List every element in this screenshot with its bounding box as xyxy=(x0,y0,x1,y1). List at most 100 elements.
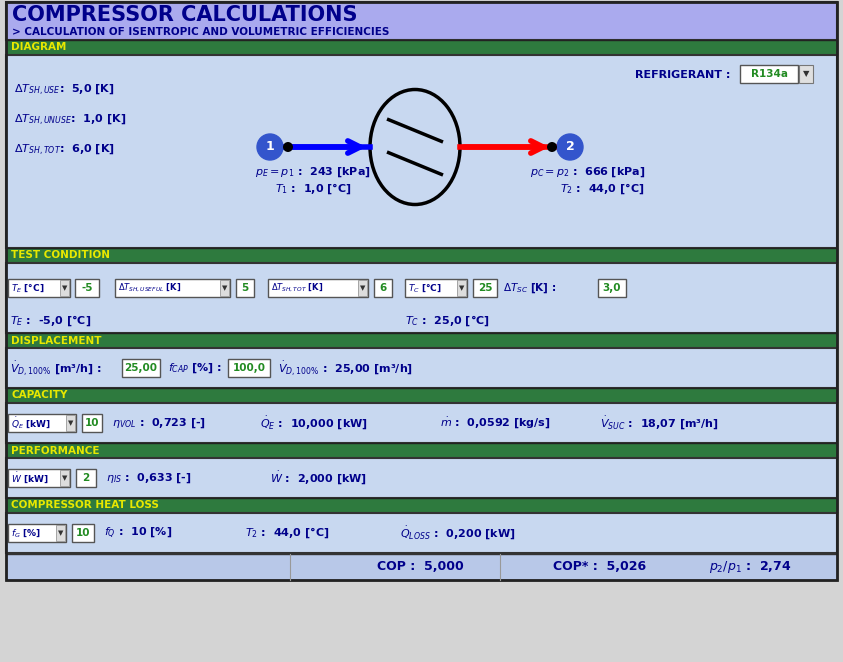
Text: $T_E$ :  -5,0 [°C]: $T_E$ : -5,0 [°C] xyxy=(10,314,91,328)
Bar xyxy=(6,443,837,458)
Bar xyxy=(799,65,813,83)
Text: COP :  5,000: COP : 5,000 xyxy=(377,561,464,573)
Bar xyxy=(115,279,230,297)
Text: 25,00: 25,00 xyxy=(125,363,158,373)
Text: ▼: ▼ xyxy=(360,285,366,291)
Bar xyxy=(6,2,837,40)
Text: $\dot{Q}_{LOSS}$ :  0,200 [kW]: $\dot{Q}_{LOSS}$ : 0,200 [kW] xyxy=(400,524,516,542)
Bar xyxy=(76,469,96,487)
Bar xyxy=(405,279,467,297)
Text: R134a: R134a xyxy=(750,69,787,79)
Text: TEST CONDITION: TEST CONDITION xyxy=(11,250,110,261)
Bar xyxy=(66,415,75,431)
Bar xyxy=(740,65,798,83)
Bar xyxy=(236,279,254,297)
Text: 3,0: 3,0 xyxy=(603,283,621,293)
Text: 25: 25 xyxy=(478,283,492,293)
Text: 10: 10 xyxy=(85,418,99,428)
Text: 1: 1 xyxy=(266,140,274,154)
Circle shape xyxy=(557,134,583,160)
Bar xyxy=(473,279,497,297)
Bar xyxy=(6,458,837,498)
Bar xyxy=(6,513,837,553)
Text: $\Delta T_{SH,USE}$:  5,0 [K]: $\Delta T_{SH,USE}$: 5,0 [K] xyxy=(14,83,115,97)
Text: $T_C$ :  25,0 [°C]: $T_C$ : 25,0 [°C] xyxy=(405,314,490,328)
Text: $\dot{W}$ :  2,000 [kW]: $\dot{W}$ : 2,000 [kW] xyxy=(270,469,367,487)
Text: $\Delta T_{SH,TOT}$:  6,0 [K]: $\Delta T_{SH,TOT}$: 6,0 [K] xyxy=(14,143,115,158)
Text: $f_G$ [%]: $f_G$ [%] xyxy=(11,527,41,539)
Bar xyxy=(598,279,626,297)
Text: $\dot{V}_{D,100\%}$ :  25,00 [m³/h]: $\dot{V}_{D,100\%}$ : 25,00 [m³/h] xyxy=(278,359,413,377)
Text: DISPLACEMENT: DISPLACEMENT xyxy=(11,336,101,346)
Bar xyxy=(6,333,837,348)
Bar xyxy=(72,524,94,542)
Bar xyxy=(220,280,229,296)
Bar xyxy=(6,498,837,513)
Bar xyxy=(6,554,837,580)
Circle shape xyxy=(283,142,293,152)
Text: $\Delta T_{SH,USEFUL}$ [K]: $\Delta T_{SH,USEFUL}$ [K] xyxy=(118,282,181,294)
Text: 5: 5 xyxy=(241,283,249,293)
Text: $\dot{m}$ :  0,0592 [kg/s]: $\dot{m}$ : 0,0592 [kg/s] xyxy=(440,416,550,430)
Text: 2: 2 xyxy=(566,140,574,154)
Text: PERFORMANCE: PERFORMANCE xyxy=(11,446,99,455)
Text: ▼: ▼ xyxy=(803,70,809,79)
Bar xyxy=(8,414,76,432)
Text: $f_Q$ :  10 [%]: $f_Q$ : 10 [%] xyxy=(104,526,172,540)
Text: 100,0: 100,0 xyxy=(233,363,266,373)
Text: > CALCULATION OF ISENTROPIC AND VOLUMETRIC EFFICIENCIES: > CALCULATION OF ISENTROPIC AND VOLUMETR… xyxy=(12,26,389,36)
Text: $\dot{V}_{SUC}$ :  18,07 [m³/h]: $\dot{V}_{SUC}$ : 18,07 [m³/h] xyxy=(600,414,719,432)
Bar xyxy=(6,263,837,333)
Circle shape xyxy=(257,134,283,160)
Text: COP* :  5,026: COP* : 5,026 xyxy=(554,561,647,573)
Text: REFRIGERANT :: REFRIGERANT : xyxy=(635,70,730,80)
Bar xyxy=(374,279,392,297)
Text: $\Delta T_{SH,TOT}$ [K]: $\Delta T_{SH,TOT}$ [K] xyxy=(271,282,324,294)
Bar xyxy=(6,2,837,580)
Bar xyxy=(60,280,69,296)
Text: $\Delta T_{SH,UNUSE}$:  1,0 [K]: $\Delta T_{SH,UNUSE}$: 1,0 [K] xyxy=(14,113,126,127)
Text: COMPRESSOR HEAT LOSS: COMPRESSOR HEAT LOSS xyxy=(11,500,158,510)
Text: $\dot{V}_{D,100\%}$ [m³/h] :: $\dot{V}_{D,100\%}$ [m³/h] : xyxy=(10,359,102,377)
Text: 2: 2 xyxy=(83,473,89,483)
Bar xyxy=(75,279,99,297)
Bar xyxy=(8,524,66,542)
Text: $\eta_{IS}$ :  0,633 [-]: $\eta_{IS}$ : 0,633 [-] xyxy=(106,471,191,485)
Text: DIAGRAM: DIAGRAM xyxy=(11,42,67,52)
Bar xyxy=(8,279,70,297)
Text: $\Delta T_{SC}$ [K] :: $\Delta T_{SC}$ [K] : xyxy=(503,281,556,295)
Text: $\dot{Q}_E$ :  10,000 [kW]: $\dot{Q}_E$ : 10,000 [kW] xyxy=(260,414,368,432)
Bar xyxy=(82,414,102,432)
Text: $p_C = p_2$ :  666 [kPa]: $p_C = p_2$ : 666 [kPa] xyxy=(530,166,645,179)
Text: $\dot{Q}_E$ [kW]: $\dot{Q}_E$ [kW] xyxy=(11,416,51,430)
Bar xyxy=(6,348,837,388)
Text: $\eta_{VOL}$ :  0,723 [-]: $\eta_{VOL}$ : 0,723 [-] xyxy=(112,416,206,430)
Bar xyxy=(6,248,837,263)
Bar xyxy=(6,388,837,403)
Bar xyxy=(122,359,160,377)
Text: 10: 10 xyxy=(76,528,90,538)
Text: $\dot{W}$ [kW]: $\dot{W}$ [kW] xyxy=(11,471,48,485)
Circle shape xyxy=(547,142,557,152)
Text: $p_E = p_1$ :  243 [kPa]: $p_E = p_1$ : 243 [kPa] xyxy=(255,166,371,179)
Bar xyxy=(60,470,69,486)
Bar xyxy=(268,279,368,297)
Bar xyxy=(457,280,466,296)
Text: ▼: ▼ xyxy=(58,530,64,536)
Text: ▼: ▼ xyxy=(459,285,464,291)
Text: $T_E$ [°C]: $T_E$ [°C] xyxy=(11,282,45,294)
Text: -5: -5 xyxy=(81,283,93,293)
Text: $f_{CAP}$ [%] :: $f_{CAP}$ [%] : xyxy=(168,361,222,375)
Text: $p_2/p_1$ :  2,74: $p_2/p_1$ : 2,74 xyxy=(709,559,791,575)
Bar xyxy=(6,55,837,248)
Bar xyxy=(8,469,70,487)
Bar xyxy=(358,280,367,296)
Text: CAPACITY: CAPACITY xyxy=(11,391,67,401)
Bar xyxy=(6,40,837,55)
Text: ▼: ▼ xyxy=(68,420,73,426)
Text: $T_2$ :  44,0 [°C]: $T_2$ : 44,0 [°C] xyxy=(560,182,644,196)
Text: ▼: ▼ xyxy=(62,475,67,481)
Bar xyxy=(228,359,270,377)
Text: ▼: ▼ xyxy=(62,285,67,291)
Bar xyxy=(56,525,65,541)
